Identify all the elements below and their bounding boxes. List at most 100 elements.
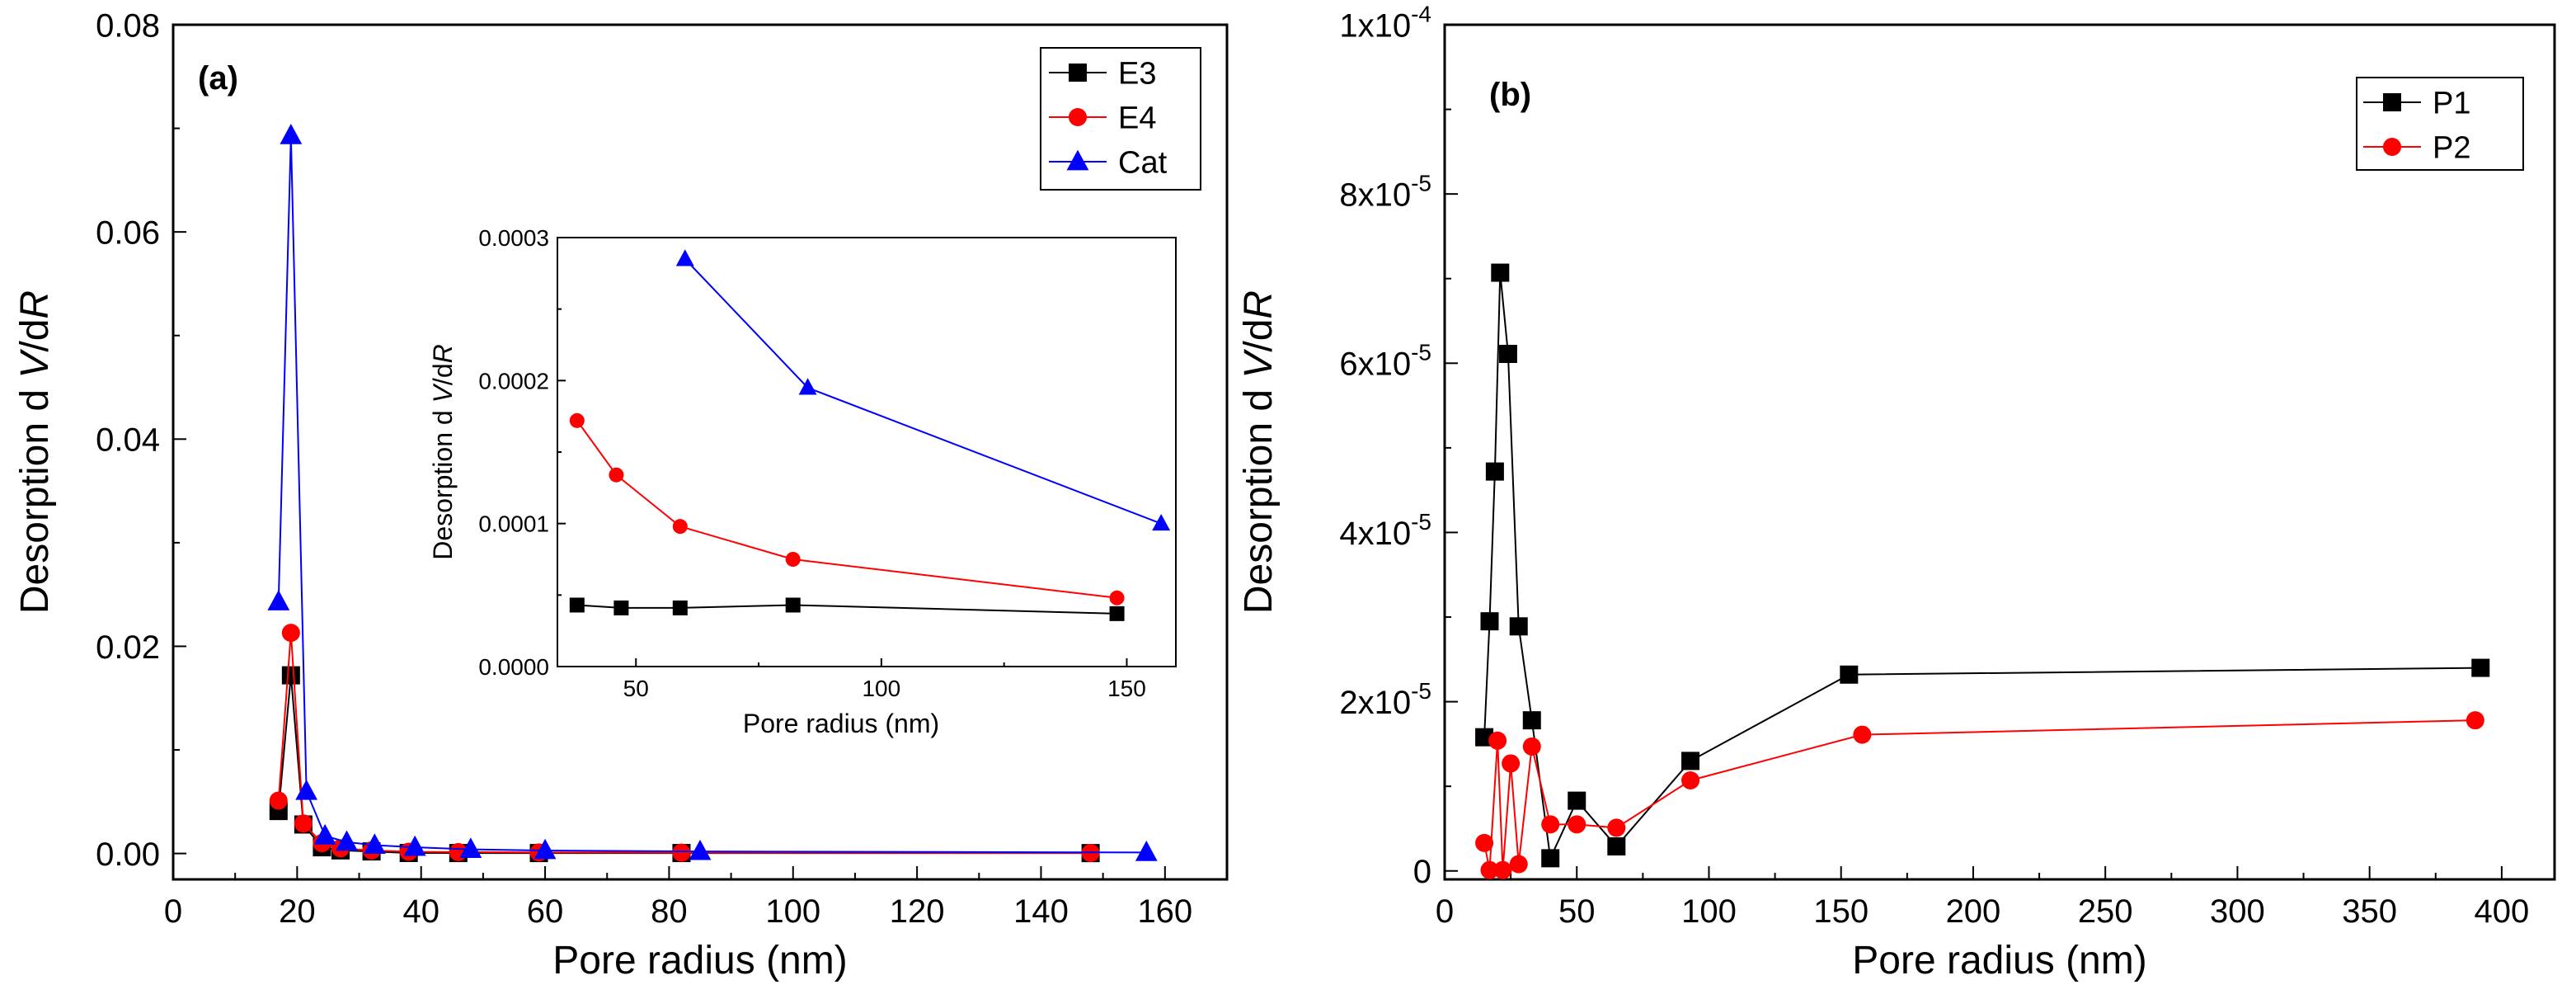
b-point-p2 [1488,731,1507,750]
inset-series-e3 [569,597,1125,621]
b-line-p1 [1483,272,2481,861]
x-tick-label: 250 [2078,893,2133,930]
b-point-p1 [1480,612,1499,631]
panel-b-legend-box [2356,77,2524,171]
y-tick-label: 8x10-5 [1339,171,1431,214]
b-point-p1 [1485,462,1504,481]
legend-marker-e4 [1069,108,1087,126]
x-tick-label: 0 [1436,893,1454,930]
y-tick-label: 2x10-5 [1339,678,1431,721]
inset-x-axis-label: Pore radius (nm) [743,709,939,738]
a-line-e3 [277,675,1091,855]
panel-b-series [1475,263,2490,879]
y-tick-label: 0 [1413,854,1431,890]
b-point-p1 [1607,836,1626,855]
a-point-cat [363,833,386,854]
y-tick-label: 0.06 [96,215,160,252]
panel-b-ylabel-var-r: R [1237,290,1281,319]
x-tick-label: 160 [1137,893,1192,930]
panel-a-y-axis-label: Desorption d V/dR [13,290,57,614]
inset-ylabel-var-v: V [428,383,458,403]
inset-point-e3 [569,597,585,613]
x-tick-label: 150 [1813,893,1869,930]
y-tick-label-exp: -5 [1411,340,1431,365]
b-point-p1 [1522,711,1541,730]
y-tick-label: 1x10-4 [1339,1,1431,44]
inset-series [569,249,1171,621]
legend-label-p1: P1 [2433,87,2470,121]
x-tick-label: 300 [2210,893,2265,930]
b-point-p2 [1509,855,1528,874]
inset-series-cat [675,249,1171,531]
x-tick-label: 50 [1558,893,1596,930]
y-tick-label-base: 1x10 [1339,7,1411,44]
y-tick-label-exp: -5 [1411,171,1431,196]
panel-b: 0 50 100 150 200 250 300 350 40002x10-54x10-56x1… [1237,1,2556,983]
y-tick-label: 0.0002 [478,368,549,393]
y-tick-label: 0.0000 [478,654,549,680]
panel-a-series [267,124,1158,863]
b-point-p2 [1681,770,1700,789]
x-tick-label: 100 [765,893,820,930]
y-tick-label-exp: -5 [1411,678,1431,704]
y-tick-label-exp: -4 [1411,1,1431,26]
b-point-p2 [1475,833,1494,852]
inset-frame [557,237,1177,667]
legend-label-p2: P2 [2433,131,2470,166]
a-point-cat [267,590,290,610]
panel-a-inset: 50 100 150 0.0000 0.0001 0.0002 0.0003 Pore ra… [428,225,1177,738]
inset-ylabel-slash: /d [428,363,458,385]
panel-a: 0 20 40 60 80 100 120 140 160 0.00 0.02 0.04 0.06 0.0… [13,7,1229,983]
a-series-cat [267,124,1158,861]
y-tick-label-base: 8x10 [1339,177,1411,214]
panel-a-ylabel-slash: /d [13,319,57,352]
a-point-cat [295,779,318,800]
y-tick-label: 0.00 [96,836,160,873]
inset-point-e3 [785,597,801,613]
b-point-p1 [1498,345,1517,364]
y-tick-label: 0.0001 [478,511,549,537]
x-tick-label: 100 [1681,893,1737,930]
b-point-p1 [1840,665,1859,684]
panel-a-ylabel-prefix: Desorption d [13,379,57,615]
panel-a-ticks: 0 20 40 60 80 100 120 140 160 0.00 0.02 0.04 0.06 0.0… [96,7,1192,930]
panel-b-ticks: 0 50 100 150 200 250 300 350 40002x10-54x10-56x1… [1339,1,2529,930]
inset-y-axis-label: Desorption d V/dR [428,344,458,559]
b-point-p2 [1522,737,1541,756]
inset-point-e4 [1109,590,1125,606]
x-tick-label: 350 [2342,893,2397,930]
inset-ylabel-var-r: R [428,344,458,363]
x-tick-label: 200 [1946,893,2001,930]
panel-a-x-axis-label: Pore radius (nm) [552,939,847,983]
legend-marker-p1 [2383,93,2401,111]
legend-marker-e3 [1069,64,1087,82]
x-tick-label: 80 [651,893,688,930]
legend-label-e3: E3 [1118,57,1156,92]
x-tick-label: 120 [890,893,945,930]
panel-a-legend: E3 E4 Cat [1040,47,1201,191]
legend-label-cat: Cat [1118,146,1168,181]
b-point-p2 [2466,711,2484,730]
y-tick-label: 0.08 [96,7,160,44]
y-tick-label-exp: -5 [1411,509,1431,535]
b-point-p2 [1607,818,1626,837]
panel-b-label: (b) [1489,77,1531,113]
a-point-cat [689,839,712,860]
b-point-p2 [1853,725,1872,744]
panel-a-legend-box [1040,47,1201,191]
panel-a-ylabel-var-v: V [13,349,57,379]
b-point-p1 [1568,791,1586,810]
a-point-e4 [269,791,288,810]
y-tick-label: 6x10-5 [1339,340,1431,383]
panel-a-frame [172,23,1229,881]
b-series-p1 [1475,263,2490,868]
inset-point-e3 [672,600,688,615]
a-point-e4 [294,814,313,833]
b-point-p2 [1541,815,1560,834]
x-tick-label: 20 [279,893,316,930]
y-tick-label-base: 4x10 [1339,516,1411,552]
b-point-p1 [1509,617,1528,636]
inset-point-cat [798,378,817,395]
